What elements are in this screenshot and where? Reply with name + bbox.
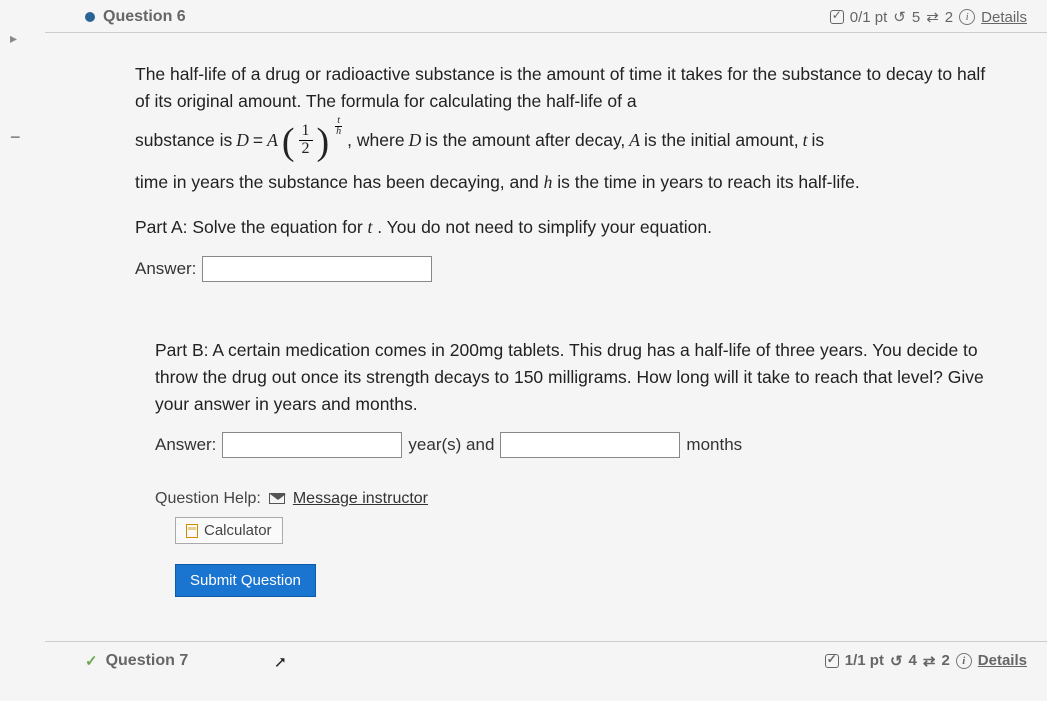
question7-meta: 1/1 pt ↺ 4 ⇄ 2 i Details [825, 652, 1027, 670]
var-D: D [236, 127, 249, 154]
exp-den: h [334, 127, 343, 137]
question-body: The half-life of a drug or radioactive s… [45, 33, 1047, 607]
question7-score: 1/1 pt [845, 652, 884, 669]
part-a-label: Part A: Solve the equation for t . You d… [135, 214, 987, 241]
question7-header: ✓ Question 7 1/1 pt ↺ 4 ⇄ 2 i Details [45, 641, 1047, 670]
calculator-label: Calculator [204, 522, 272, 539]
part-a-tail: . You do not need to simplify your equat… [377, 217, 712, 237]
submit-question-button[interactable]: Submit Question [175, 564, 316, 597]
line3: time in years the substance has been dec… [135, 169, 987, 196]
calculator-button[interactable]: Calculator [175, 517, 283, 544]
part-b-block: Part B: A certain medication comes in 20… [135, 337, 987, 597]
question7-retries: 4 [909, 652, 917, 669]
cursor-icon: ⭧ [275, 655, 285, 673]
question6-swaps: 2 [945, 9, 953, 26]
rparen-icon: ) [317, 123, 330, 161]
line3a: time in years the substance has been dec… [135, 172, 544, 192]
question6-score: 0/1 pt [850, 9, 888, 26]
help-label: Question Help: [155, 487, 261, 512]
question6-header: Question 6 0/1 pt ↺ 5 ⇄ 2 i Details [45, 0, 1047, 33]
question-help-row: Question Help: Message instructor [155, 487, 987, 512]
question6-title-group[interactable]: Question 6 [85, 8, 186, 26]
details-link-q7[interactable]: Details [978, 652, 1027, 669]
score-check-icon [825, 654, 839, 668]
part-a-text: Part A: Solve the equation for [135, 217, 368, 237]
part-b-years-input[interactable] [222, 432, 402, 458]
question7-swaps: 2 [941, 652, 949, 669]
score-check-icon [830, 10, 844, 24]
calculator-icon [186, 524, 198, 538]
details-link[interactable]: Details [981, 9, 1027, 26]
info-icon[interactable]: i [959, 9, 975, 25]
formula-line: substance is D = A ( 1 2 ) t h , where D… [135, 121, 987, 159]
formula-post3: is the initial amount, [644, 127, 799, 154]
answer-label-b: Answer: [155, 432, 216, 458]
question6-meta: 0/1 pt ↺ 5 ⇄ 2 i Details [830, 8, 1027, 26]
formula-post2: is the amount after decay, [425, 127, 625, 154]
lparen-icon: ( [282, 123, 295, 161]
message-instructor-link[interactable]: Message instructor [293, 487, 428, 512]
swap-icon: ⇄ [926, 8, 939, 26]
part-a-t: t [368, 217, 373, 237]
formula-post4: is [812, 127, 825, 154]
part-b-months-input[interactable] [500, 432, 680, 458]
exponent-frac: t h [334, 116, 343, 137]
part-a-answer-input[interactable] [202, 256, 432, 282]
intro-text: The half-life of a drug or radioactive s… [135, 61, 987, 115]
question7-title-group[interactable]: ✓ Question 7 [85, 652, 188, 670]
years-label: year(s) and [408, 432, 494, 458]
left-gutter: ▸ − [10, 30, 30, 148]
var-A: A [267, 127, 278, 154]
envelope-icon [269, 493, 285, 504]
formula-pre: substance is [135, 127, 232, 154]
var-t: t [803, 127, 808, 154]
question6-label: Question 6 [103, 8, 186, 26]
minus-icon[interactable]: − [10, 127, 30, 148]
check-icon: ✓ [85, 652, 98, 670]
frac-den: 2 [299, 141, 313, 158]
retry-icon: ↺ [893, 8, 906, 26]
question7-label: Question 7 [106, 652, 189, 670]
swap-icon: ⇄ [923, 652, 936, 670]
months-label: months [686, 432, 742, 458]
status-dot-icon [85, 12, 95, 22]
part-a-answer-row: Answer: [135, 256, 987, 282]
var-h: h [544, 172, 553, 192]
var-A2: A [629, 127, 640, 154]
var-D2: D [409, 127, 422, 154]
question6-retries: 5 [912, 9, 920, 26]
fraction-half: 1 2 [299, 123, 313, 158]
part-b-answer-row: Answer: year(s) and months [155, 432, 987, 458]
line3b: is the time in years to reach its half-l… [557, 172, 859, 192]
info-icon[interactable]: i [956, 653, 972, 669]
frac-num: 1 [299, 123, 313, 141]
answer-label-a: Answer: [135, 256, 196, 282]
formula-post1: , where [347, 127, 404, 154]
submit-label: Submit Question [190, 572, 301, 589]
collapse-caret-icon[interactable]: ▸ [10, 30, 30, 47]
part-b-text: Part B: A certain medication comes in 20… [155, 337, 987, 418]
retry-icon: ↺ [890, 652, 903, 670]
eq-sign: = [253, 127, 263, 154]
